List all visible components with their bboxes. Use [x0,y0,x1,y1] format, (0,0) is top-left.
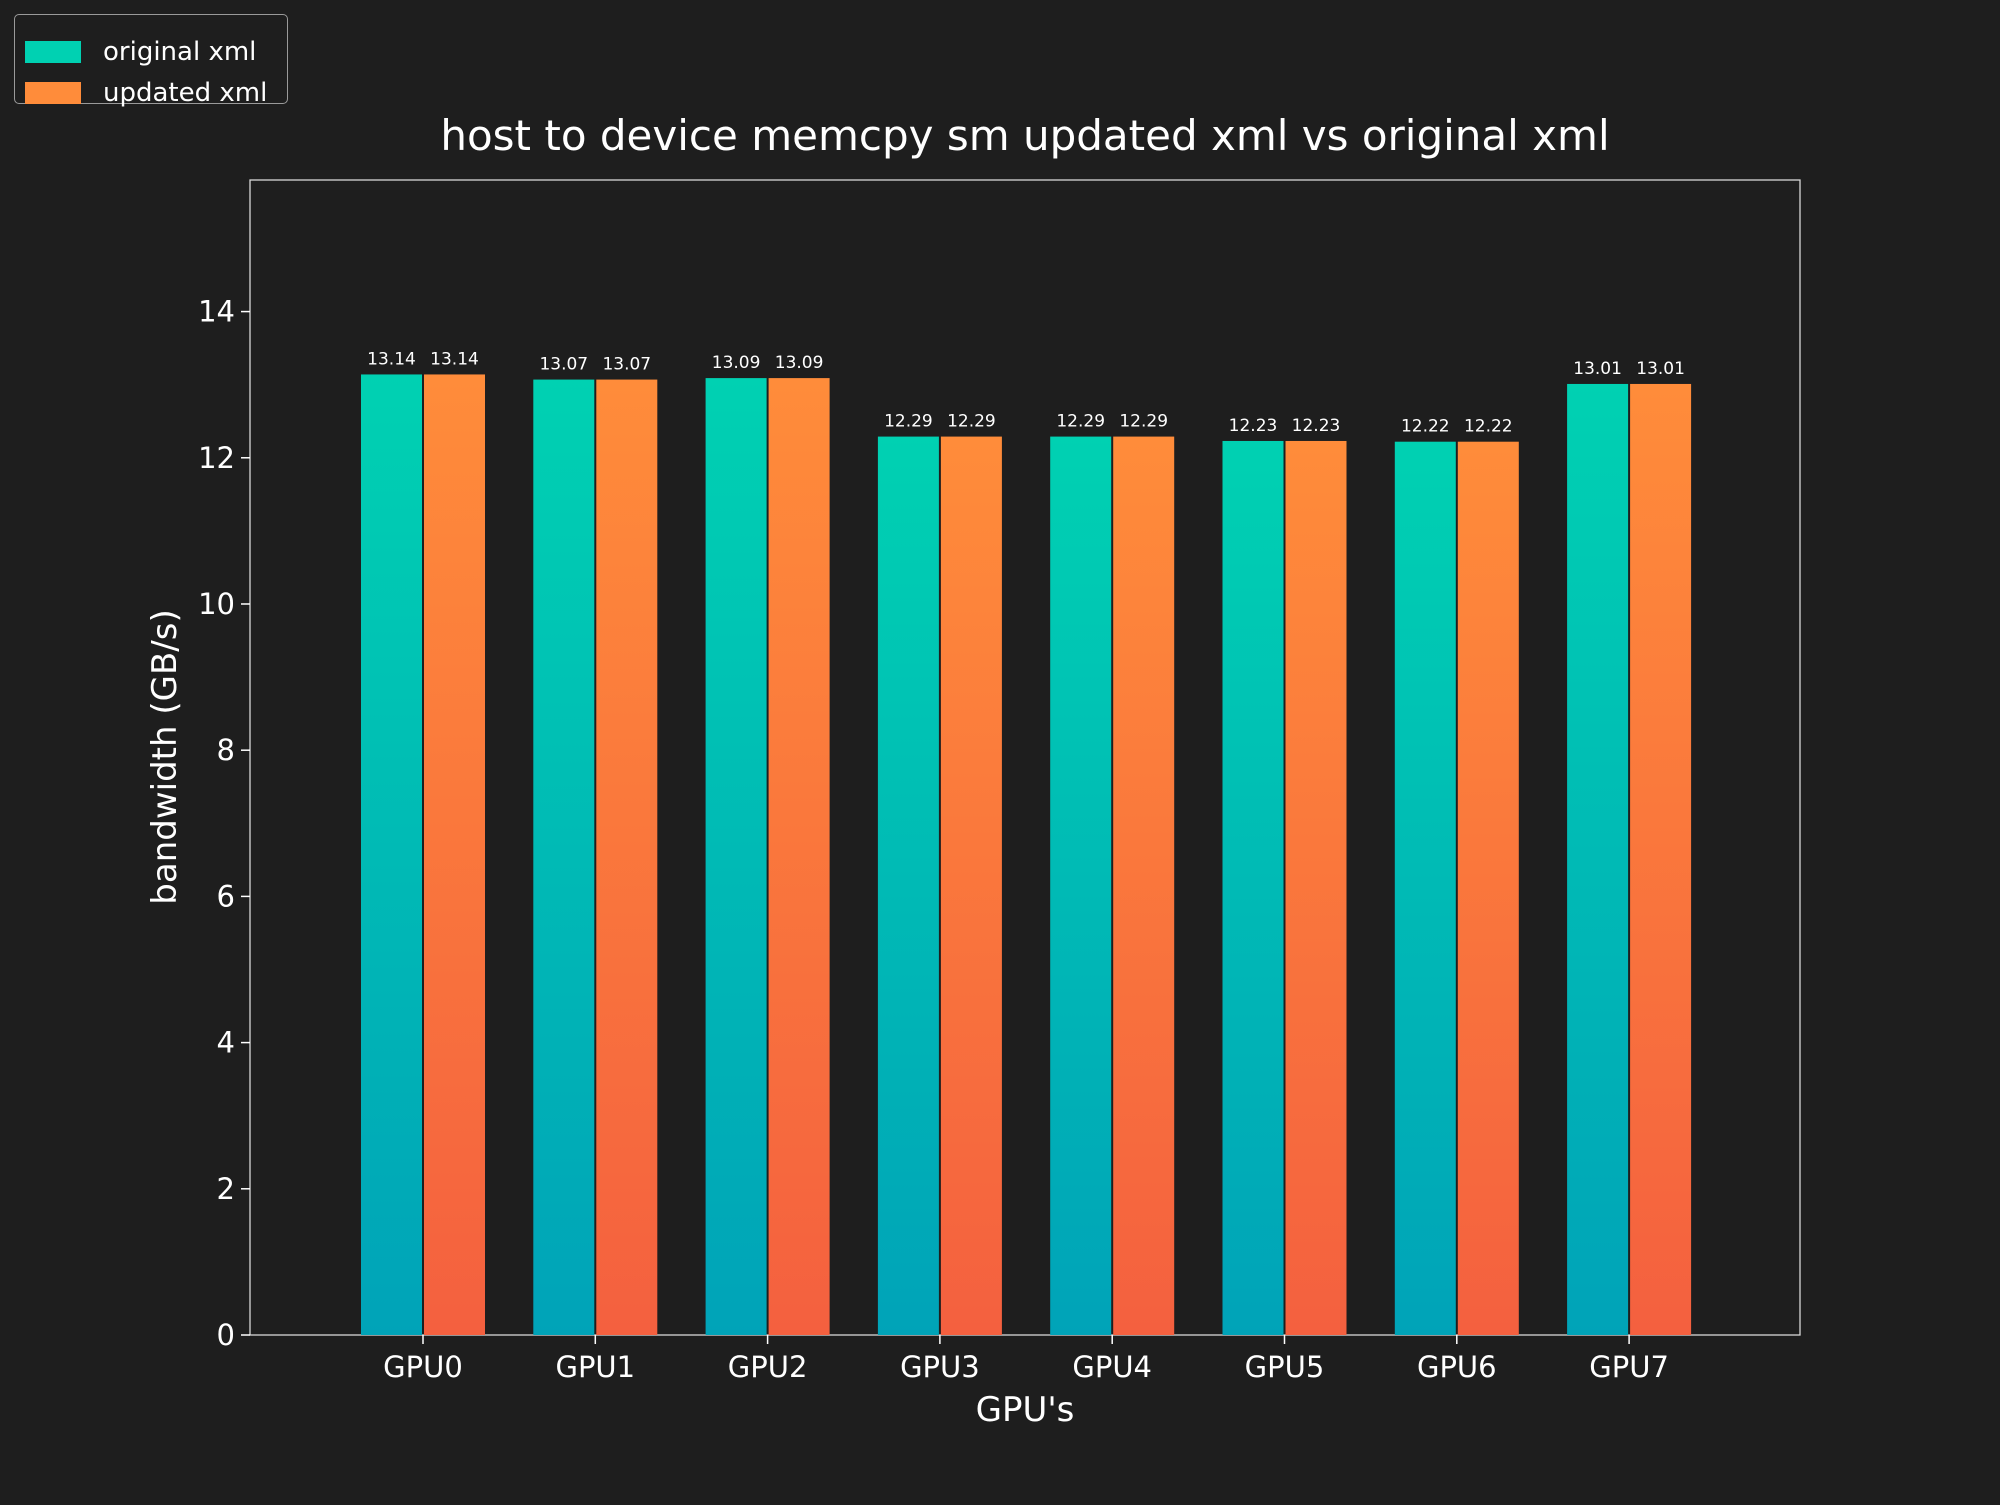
bar-value-label: 13.07 [602,355,651,375]
bar [1050,436,1112,1335]
bar [1113,436,1175,1335]
bar-value-label: 12.22 [1464,417,1513,437]
x-tick-label: GPU7 [1589,1350,1669,1384]
y-axis-label: bandwidth (GB/s) [145,609,185,904]
bar-value-label: 12.23 [1292,416,1341,436]
y-tick-label: 2 [217,1172,235,1206]
legend-swatch-updated [25,82,81,104]
bar [877,436,939,1335]
bar [1394,441,1456,1336]
legend-label-original: original xml [103,37,257,67]
bar-value-label: 12.29 [884,412,933,432]
bar-value-label: 13.09 [712,353,761,373]
bar [768,378,830,1335]
x-tick-label: GPU2 [728,1350,808,1384]
bar-value-label: 13.01 [1573,359,1622,379]
x-tick-label: GPU3 [900,1350,980,1384]
bar-value-label: 12.29 [947,412,996,432]
x-tick-label: GPU0 [383,1350,463,1384]
x-tick-label: GPU6 [1417,1350,1497,1384]
y-tick-label: 6 [217,879,235,913]
x-tick-label: GPU1 [555,1350,635,1384]
chart-title: host to device memcpy sm updated xml vs … [440,111,1609,160]
legend-label-updated: updated xml [103,78,268,108]
y-axis: 0 2 4 6 8 10 12 14 [198,295,250,1352]
y-tick-label: 8 [217,733,235,767]
bar [1222,440,1284,1335]
bar-value-label: 12.29 [1056,412,1105,432]
bar [1457,441,1519,1336]
legend-item-updated: updated xml [25,78,267,108]
legend: original xml updated xml [14,14,288,108]
bar-value-label: 13.09 [775,353,824,373]
y-tick-label: 4 [217,1026,235,1060]
x-tick-label: GPU5 [1245,1350,1325,1384]
bar-value-label: 12.23 [1229,416,1278,436]
legend-item-original: original xml [25,37,256,67]
bar-value-labels: 13.14 13.07 13.09 12.29 12.29 12.23 12.22 13.01… [367,349,1685,436]
bar-value-label: 13.14 [430,349,479,369]
bar [940,436,1002,1335]
bar [1567,383,1629,1336]
plot-area-frame [249,179,1801,1336]
bar-value-label: 13.07 [539,355,588,375]
bar-value-label: 13.14 [367,349,416,369]
bars-group [361,374,1692,1336]
y-tick-label: 14 [198,295,235,329]
x-tick-label: GPU4 [1072,1350,1152,1384]
x-axis: GPU0 GPU1 GPU2 GPU3 GPU4 GPU5 GPU6 GPU7 [383,1335,1669,1384]
bar [533,379,595,1335]
bar-value-label: 12.22 [1401,417,1450,437]
bar-value-label: 12.29 [1119,412,1168,432]
bar [1285,440,1347,1335]
bar [596,379,658,1335]
bar [361,374,422,1336]
bar [1630,383,1692,1336]
bar-value-label: 13.01 [1636,359,1685,379]
y-tick-label: 12 [198,441,235,475]
y-tick-label: 0 [217,1318,235,1352]
y-tick-label: 10 [198,587,235,621]
bar [705,378,767,1335]
x-axis-label: GPU's [976,1390,1075,1430]
bar [424,374,485,1336]
legend-swatch-original [25,41,81,63]
